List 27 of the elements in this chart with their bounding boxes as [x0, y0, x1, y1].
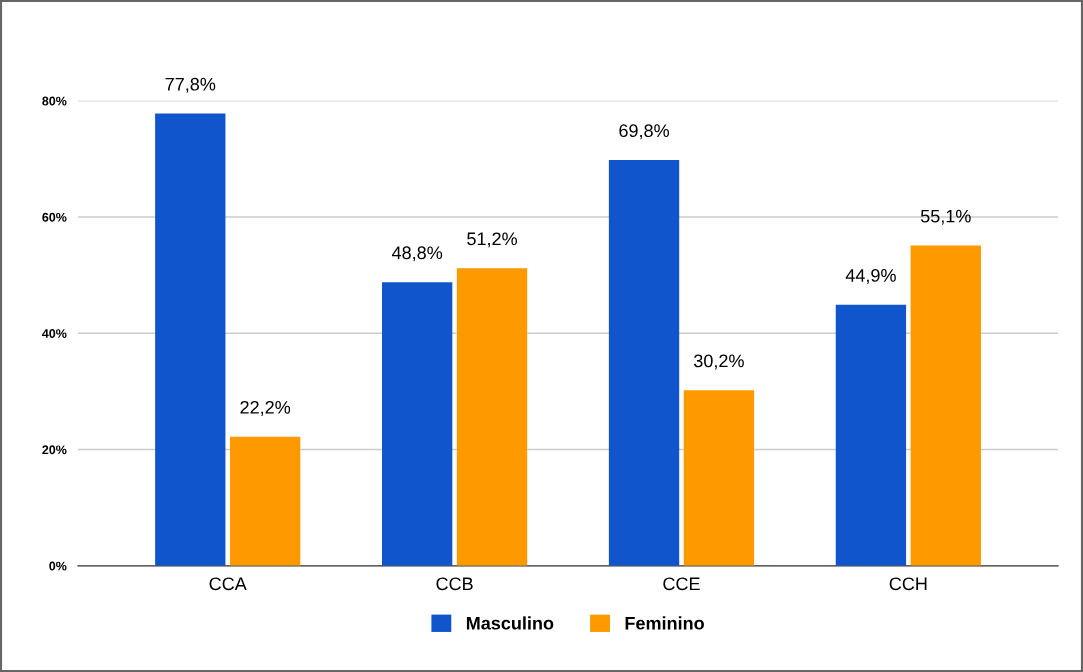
- data-label: 51,2%: [467, 232, 517, 248]
- y-tick-label: 20%: [42, 445, 67, 455]
- legend-label: Masculino: [466, 616, 554, 630]
- bar: [835, 304, 907, 566]
- data-label: 55,1%: [920, 209, 971, 225]
- data-label: 22,2%: [240, 400, 291, 416]
- bar: [608, 160, 680, 566]
- y-tick-label: 60%: [42, 212, 67, 222]
- data-label: 44,9%: [845, 269, 896, 284]
- x-tick-label: CCA: [209, 577, 247, 591]
- bar: [683, 390, 755, 566]
- y-tick-label: 0%: [49, 561, 67, 571]
- bar: [381, 282, 453, 566]
- bar: [456, 268, 528, 566]
- x-tick-label: CCE: [663, 577, 700, 591]
- x-tick-label: CCB: [436, 577, 473, 591]
- data-label: 48,8%: [391, 246, 443, 262]
- data-label: 69,8%: [619, 124, 669, 140]
- data-label: 77,8%: [165, 77, 216, 93]
- y-tick-label: 40%: [42, 329, 67, 338]
- x-tick-label: CCH: [889, 577, 927, 591]
- data-label: 30,2%: [694, 354, 744, 370]
- bar: [910, 245, 981, 566]
- y-tick-label: 80%: [42, 96, 67, 106]
- bar: [155, 113, 226, 566]
- legend-label: Feminino: [625, 616, 704, 630]
- bar: [229, 436, 301, 566]
